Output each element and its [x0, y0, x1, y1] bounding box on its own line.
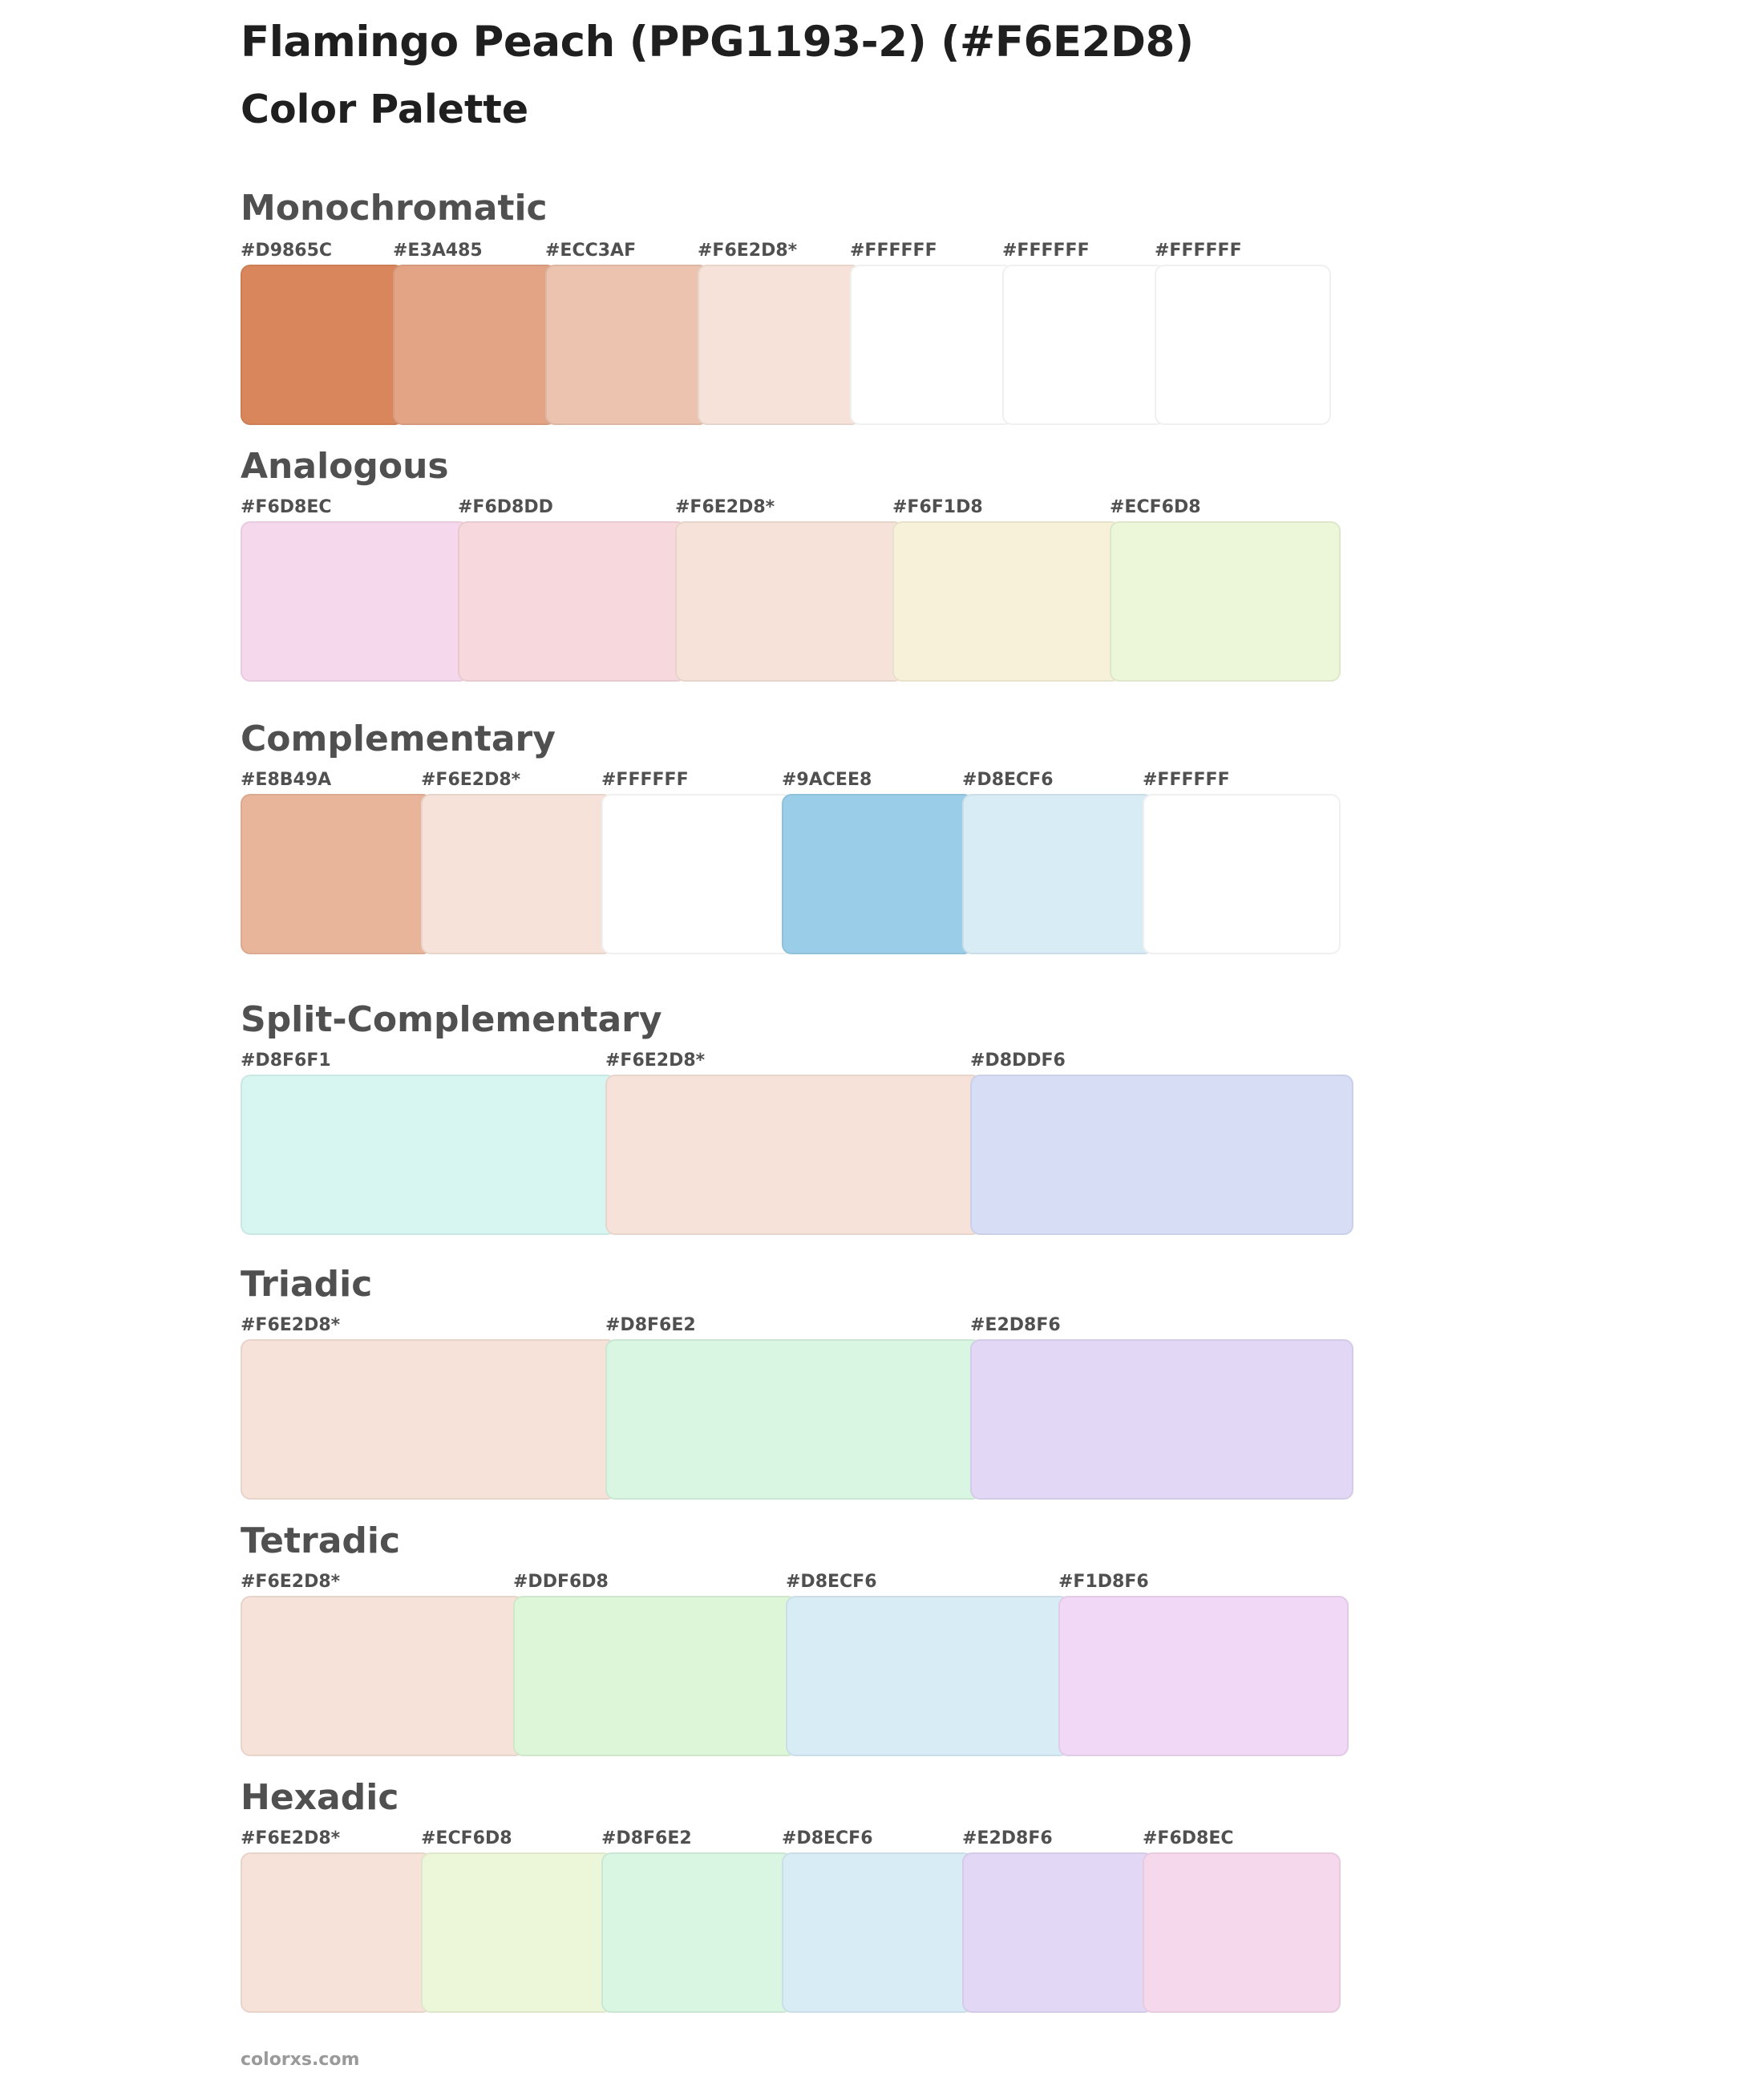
section-heading-tetradic: Tetradic — [241, 1520, 401, 1561]
color-swatch[interactable] — [892, 521, 1121, 682]
section-heading-split-complementary: Split-Complementary — [241, 999, 662, 1040]
color-swatch[interactable] — [241, 1852, 432, 2013]
color-swatch[interactable] — [1110, 521, 1341, 682]
section-heading-hexadic: Hexadic — [241, 1777, 399, 1818]
swatch-hex-label: #D8ECF6 — [782, 1828, 873, 1848]
color-swatch[interactable] — [601, 794, 793, 954]
color-swatch[interactable] — [421, 794, 613, 954]
swatch-hex-label: #F6D8EC — [1143, 1828, 1234, 1848]
color-swatch[interactable] — [513, 1596, 797, 1756]
color-swatch[interactable] — [970, 1339, 1353, 1500]
swatch-hex-label: #FFFFFF — [1143, 770, 1230, 790]
swatch-hex-label: #FFFFFF — [601, 770, 689, 790]
color-swatch[interactable] — [393, 265, 556, 425]
swatch-hex-label: #FFFFFF — [1155, 241, 1242, 261]
swatch-hex-label: #F6E2D8* — [241, 1315, 341, 1335]
swatch-hex-label: #E2D8F6 — [962, 1828, 1053, 1848]
color-swatch[interactable] — [675, 521, 904, 682]
swatch-hex-label: #D8ECF6 — [962, 770, 1054, 790]
swatch-hex-label: #F1D8F6 — [1058, 1572, 1149, 1592]
swatch-hex-label: #D8ECF6 — [786, 1572, 877, 1592]
swatch-hex-label: #F6E2D8* — [421, 770, 521, 790]
color-swatch[interactable] — [850, 265, 1013, 425]
color-swatch[interactable] — [1002, 265, 1166, 425]
swatch-hex-label: #DDF6D8 — [513, 1572, 609, 1592]
color-swatch[interactable] — [1155, 265, 1331, 425]
swatch-hex-label: #F6E2D8* — [241, 1572, 341, 1592]
swatch-hex-label: #D8DDF6 — [970, 1051, 1066, 1071]
section-heading-triadic: Triadic — [241, 1264, 373, 1305]
color-swatch[interactable] — [458, 521, 686, 682]
swatch-hex-label: #D9865C — [241, 241, 333, 261]
site-credit[interactable]: colorxs.com — [241, 2050, 360, 2070]
swatch-hex-label: #F6E2D8* — [241, 1828, 341, 1848]
color-swatch[interactable] — [601, 1852, 793, 2013]
color-swatch[interactable] — [970, 1075, 1353, 1235]
color-swatch[interactable] — [241, 265, 404, 425]
swatch-hex-label: #F6D8DD — [458, 497, 553, 517]
swatch-hex-label: #ECF6D8 — [1110, 497, 1201, 517]
swatch-hex-label: #E2D8F6 — [970, 1315, 1061, 1335]
color-swatch[interactable] — [962, 1852, 1154, 2013]
color-swatch[interactable] — [1143, 1852, 1341, 2013]
swatch-hex-label: #9ACEE8 — [782, 770, 872, 790]
color-swatch[interactable] — [786, 1596, 1070, 1756]
swatch-hex-label: #FFFFFF — [1002, 241, 1090, 261]
swatch-hex-label: #D8F6F1 — [241, 1051, 331, 1071]
swatch-hex-label: #D8F6E2 — [605, 1315, 696, 1335]
swatch-hex-label: #F6E2D8* — [698, 241, 798, 261]
color-swatch[interactable] — [545, 265, 709, 425]
swatch-hex-label: #F6E2D8* — [675, 497, 775, 517]
section-heading-analogous: Analogous — [241, 446, 449, 487]
swatch-hex-label: #E8B49A — [241, 770, 332, 790]
page-subtitle: Color Palette — [241, 87, 529, 132]
color-swatch[interactable] — [241, 521, 469, 682]
color-swatch[interactable] — [782, 1852, 973, 2013]
swatch-hex-label: #F6E2D8* — [605, 1051, 706, 1071]
color-swatch[interactable] — [605, 1075, 981, 1235]
color-swatch[interactable] — [241, 1339, 617, 1500]
color-swatch[interactable] — [605, 1339, 981, 1500]
swatch-hex-label: #F6F1D8 — [892, 497, 983, 517]
color-swatch[interactable] — [1058, 1596, 1349, 1756]
color-swatch[interactable] — [782, 794, 973, 954]
color-swatch[interactable] — [241, 1075, 617, 1235]
swatch-hex-label: #ECC3AF — [545, 241, 637, 261]
color-swatch[interactable] — [1143, 794, 1341, 954]
color-swatch[interactable] — [241, 1596, 524, 1756]
color-swatch[interactable] — [241, 794, 432, 954]
color-swatch[interactable] — [698, 265, 861, 425]
section-heading-complementary: Complementary — [241, 719, 556, 759]
swatch-hex-label: #E3A485 — [393, 241, 483, 261]
swatch-hex-label: #D8F6E2 — [601, 1828, 692, 1848]
color-swatch[interactable] — [962, 794, 1154, 954]
color-swatch[interactable] — [421, 1852, 613, 2013]
section-heading-monochromatic: Monochromatic — [241, 188, 548, 229]
page-title: Flamingo Peach (PPG1193-2) (#F6E2D8) — [241, 18, 1194, 67]
swatch-hex-label: #F6D8EC — [241, 497, 332, 517]
swatch-hex-label: #FFFFFF — [850, 241, 937, 261]
swatch-hex-label: #ECF6D8 — [421, 1828, 512, 1848]
